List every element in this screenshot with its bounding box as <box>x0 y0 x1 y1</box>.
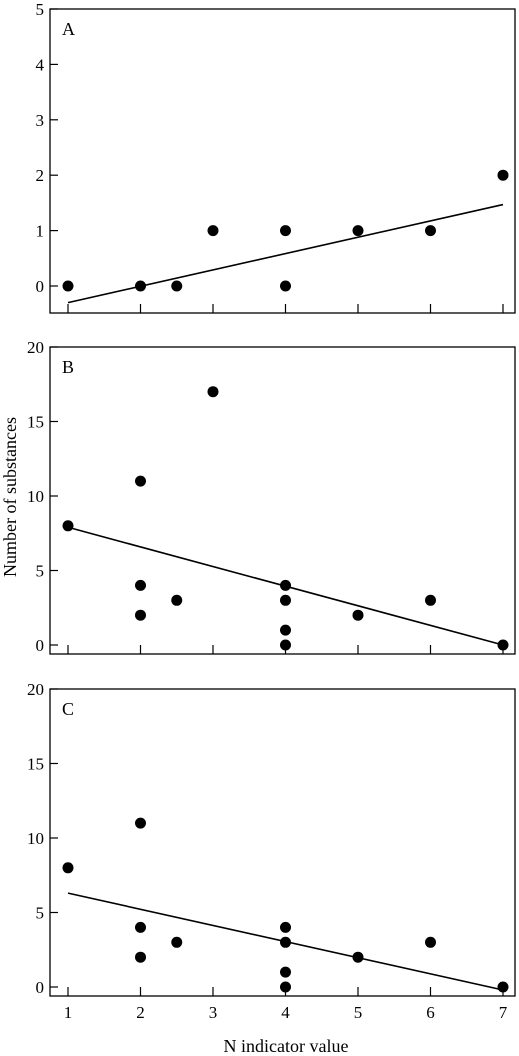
data-point <box>352 225 364 237</box>
data-point <box>135 951 146 963</box>
data-point <box>352 951 364 963</box>
data-point <box>497 981 509 993</box>
panel-label: C <box>62 699 74 719</box>
data-point <box>280 280 291 292</box>
y-tick-label: 1 <box>36 222 45 241</box>
data-point <box>280 594 291 606</box>
x-tick-label: 3 <box>209 1003 218 1022</box>
y-tick-label: 15 <box>27 755 44 774</box>
y-tick-label: 5 <box>36 0 45 19</box>
x-tick-label: 4 <box>281 1003 290 1022</box>
x-axis-title: N indicator value <box>224 1036 349 1056</box>
data-point <box>135 475 146 487</box>
y-tick-label: 5 <box>36 562 45 581</box>
x-tick-label: 2 <box>136 1003 145 1022</box>
plot-frame <box>49 688 516 997</box>
y-tick-label: 10 <box>27 487 44 506</box>
x-tick-label: 1 <box>64 1003 73 1022</box>
y-tick-label: 10 <box>27 829 44 848</box>
y-tick-label: 20 <box>27 338 44 357</box>
panel-c: 0 5 10 15 20 1 2 3 4 5 6 7 C <box>27 680 516 1022</box>
y-tick-label: 15 <box>27 413 44 432</box>
plot-frame <box>49 346 516 655</box>
data-point <box>280 639 291 651</box>
panel-label: A <box>62 19 75 39</box>
data-point <box>62 862 74 874</box>
data-point <box>425 594 436 606</box>
x-tick-label: 6 <box>426 1003 435 1022</box>
y-tick-label: 20 <box>27 680 44 699</box>
data-point <box>135 579 146 591</box>
x-tick-label: 7 <box>499 1003 508 1022</box>
data-point <box>352 609 364 621</box>
data-point <box>280 921 291 933</box>
y-tick-label: 2 <box>36 166 45 185</box>
data-point <box>135 609 146 621</box>
data-point <box>280 579 291 591</box>
data-point <box>171 280 183 292</box>
panel-b: 0 5 10 15 20 B <box>27 338 516 655</box>
data-point <box>135 921 146 933</box>
y-tick-label: 3 <box>36 111 45 130</box>
data-point <box>280 981 291 993</box>
panel-a: 0 1 2 3 4 5A <box>36 0 516 314</box>
data-point <box>497 639 509 651</box>
data-point <box>62 280 74 292</box>
x-tick-label: 5 <box>354 1003 363 1022</box>
y-tick-label: 0 <box>36 978 45 997</box>
data-point <box>207 225 219 237</box>
data-point <box>135 280 146 292</box>
data-point <box>171 594 183 606</box>
y-axis-title: Number of substances <box>0 417 20 577</box>
plot-frame <box>49 8 516 314</box>
data-point <box>207 386 219 398</box>
y-tick-label: 5 <box>36 904 45 923</box>
panel-label: B <box>62 357 74 377</box>
data-point <box>280 225 291 237</box>
y-tick-label: 0 <box>36 277 45 296</box>
data-point <box>62 520 74 532</box>
data-point <box>280 966 291 978</box>
y-tick-label: 4 <box>36 55 45 74</box>
data-point <box>425 936 436 948</box>
data-point <box>171 936 183 948</box>
data-point <box>425 225 436 237</box>
data-point <box>135 817 146 829</box>
data-point <box>497 169 509 181</box>
data-point <box>280 936 291 948</box>
data-point <box>280 624 291 636</box>
y-tick-label: 0 <box>36 636 45 655</box>
